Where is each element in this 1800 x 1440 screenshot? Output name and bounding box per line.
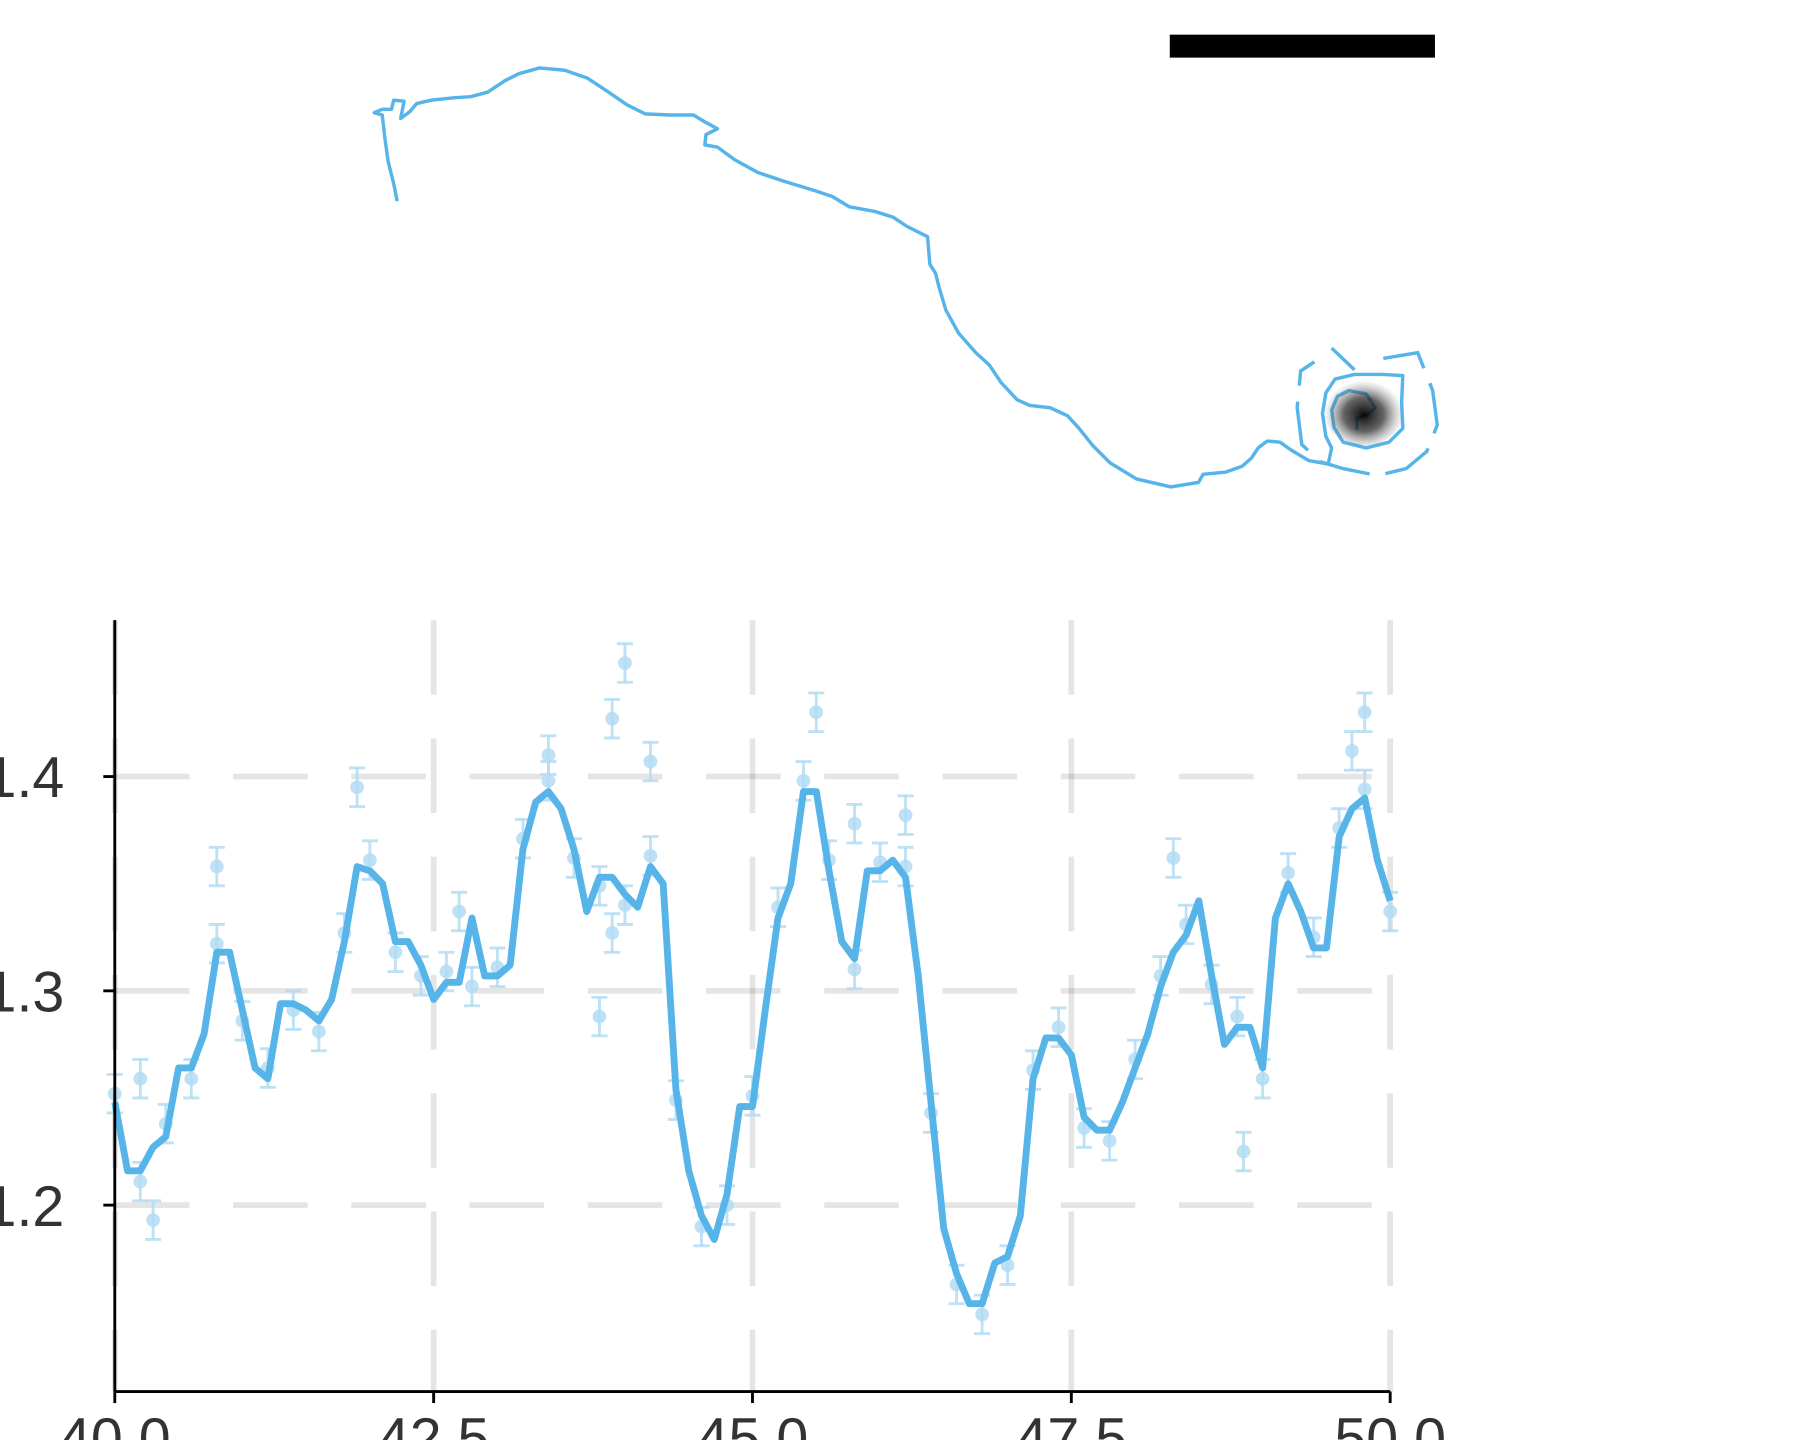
data-point — [1102, 1133, 1117, 1148]
data-point — [1357, 705, 1372, 720]
error-point — [208, 845, 225, 888]
error-point — [132, 1057, 149, 1100]
error-point — [145, 1199, 162, 1241]
data-point — [1255, 1071, 1270, 1086]
error-point — [808, 691, 825, 733]
trajectory — [372, 66, 1405, 489]
y-tick-label: 1.2 — [0, 1175, 64, 1239]
x-tick-label: 45.0 — [697, 1407, 809, 1440]
error-point — [438, 950, 455, 993]
data-point — [605, 926, 620, 940]
contour — [1295, 346, 1440, 478]
error-point — [642, 740, 659, 783]
axes: 1.2 1.3 1.4 40.0 42.5 45.0 47.5 50.0 — [0, 620, 1446, 1440]
data-point — [1345, 743, 1359, 758]
data-point — [1236, 1144, 1251, 1159]
data-point — [465, 979, 479, 994]
error-point — [349, 766, 366, 808]
data-point — [809, 705, 824, 720]
error-point — [1165, 837, 1182, 879]
error-point — [897, 794, 914, 836]
data-point — [1051, 1020, 1066, 1035]
data-point — [311, 1024, 326, 1039]
data-point — [796, 773, 811, 788]
y-tick-label: 1.3 — [0, 961, 64, 1025]
x-tick-label: 40.0 — [59, 1407, 171, 1440]
data-point — [592, 1009, 607, 1024]
data-point — [847, 962, 862, 977]
data-point — [847, 816, 862, 831]
error-point — [451, 890, 468, 933]
error-point — [540, 734, 557, 776]
error-point — [1356, 691, 1373, 733]
data-point — [1357, 782, 1372, 797]
error-point — [591, 995, 608, 1038]
x-tick-label: 50.0 — [1334, 1407, 1446, 1440]
data-point — [618, 656, 632, 670]
data-point — [439, 964, 454, 979]
data-point — [184, 1071, 199, 1086]
data-point — [541, 748, 556, 763]
data-point — [362, 853, 377, 868]
data-point — [643, 754, 658, 769]
data-point — [209, 859, 224, 874]
grid — [111, 620, 1394, 1392]
data-point — [452, 904, 467, 919]
data-point — [541, 773, 556, 788]
error-point — [616, 642, 633, 684]
data-point — [1281, 866, 1296, 880]
data-point — [209, 936, 224, 951]
data-point — [350, 780, 365, 795]
error-point — [604, 912, 621, 954]
x-tick-label: 42.5 — [378, 1407, 490, 1440]
data-layer — [106, 642, 1399, 1336]
error-point — [846, 802, 863, 845]
x-tick-label: 47.5 — [1015, 1407, 1127, 1440]
data-point — [605, 711, 620, 726]
data-point — [133, 1071, 148, 1086]
data-point — [1166, 851, 1181, 865]
data-point — [1383, 904, 1398, 919]
data-point — [643, 848, 658, 863]
trajectory-panel — [372, 34, 1440, 489]
data-point — [975, 1307, 989, 1322]
error-point — [604, 697, 621, 740]
data-point — [133, 1174, 148, 1189]
smoothed-line — [111, 788, 1394, 1308]
error-point — [1343, 730, 1360, 772]
y-tick-label: 1.4 — [0, 746, 64, 810]
error-point — [463, 965, 480, 1008]
data-point — [898, 808, 913, 823]
plot-area: 1.2 1.3 1.4 40.0 42.5 45.0 47.5 50.0 — [0, 620, 1446, 1440]
scale-bar — [1169, 34, 1435, 58]
data-point — [146, 1213, 160, 1228]
data-point — [1230, 1009, 1245, 1024]
density-blob — [1323, 376, 1404, 446]
data-point — [388, 945, 403, 960]
error-point — [1235, 1130, 1252, 1173]
